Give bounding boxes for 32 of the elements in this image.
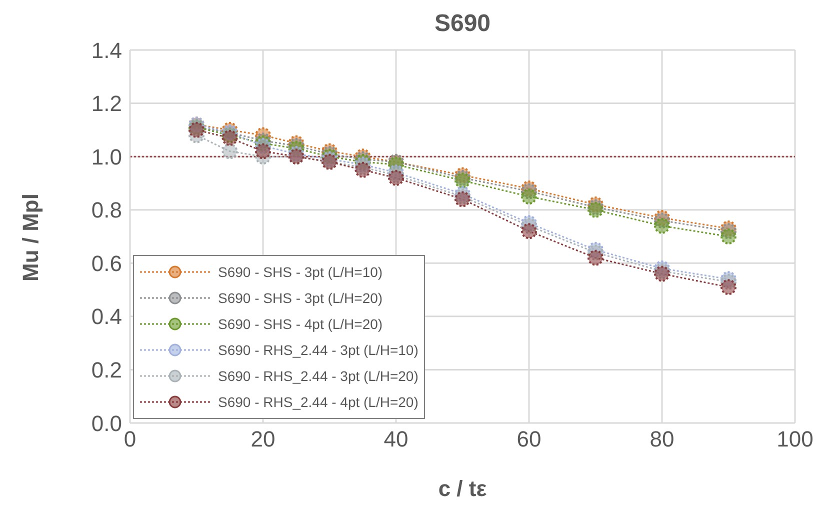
point bbox=[720, 228, 736, 244]
legend-label: S690 - SHS - 4pt (L/H=20) bbox=[218, 316, 383, 332]
point bbox=[521, 223, 537, 240]
legend-label: S690 - RHS_2.44 - 3pt (L/H=10) bbox=[218, 342, 418, 358]
point bbox=[654, 218, 670, 234]
legend-label: S690 - SHS - 3pt (L/H=20) bbox=[218, 290, 383, 306]
legend-label: S690 - RHS_2.44 - 4pt (L/H=20) bbox=[218, 394, 418, 410]
point bbox=[588, 250, 604, 266]
point bbox=[521, 188, 537, 205]
y-tick-label: 1.4 bbox=[91, 38, 122, 63]
y-tick-label: 0.2 bbox=[91, 358, 122, 383]
y-tick-label: 1.2 bbox=[91, 91, 122, 116]
chart-title: S690 bbox=[433, 10, 492, 38]
legend-label: S690 - RHS_2.44 - 3pt (L/H=20) bbox=[218, 368, 418, 384]
y-tick-label: 0.0 bbox=[91, 410, 122, 436]
y-axis-title: Mu / Mpl bbox=[18, 194, 43, 282]
x-tick-label: 20 bbox=[250, 426, 276, 452]
point bbox=[255, 143, 271, 160]
y-tick-label: 0.6 bbox=[91, 250, 122, 276]
legend-label: S690 - SHS - 3pt (L/H=10) bbox=[218, 264, 383, 280]
x-tick-label: 40 bbox=[384, 426, 408, 452]
point bbox=[720, 279, 736, 296]
x-tick-label: 100 bbox=[776, 426, 814, 452]
x-tick-label: 80 bbox=[650, 426, 674, 452]
x-tick-label: 60 bbox=[516, 426, 542, 452]
y-tick-label: 0.8 bbox=[91, 198, 122, 223]
point bbox=[222, 143, 238, 160]
point bbox=[454, 172, 470, 189]
x-axis-title: c / tε bbox=[438, 476, 488, 501]
y-tick-label: 1.0 bbox=[91, 144, 122, 170]
x-tick-label: 0 bbox=[124, 426, 136, 452]
y-tick-label: 0.4 bbox=[91, 304, 122, 330]
